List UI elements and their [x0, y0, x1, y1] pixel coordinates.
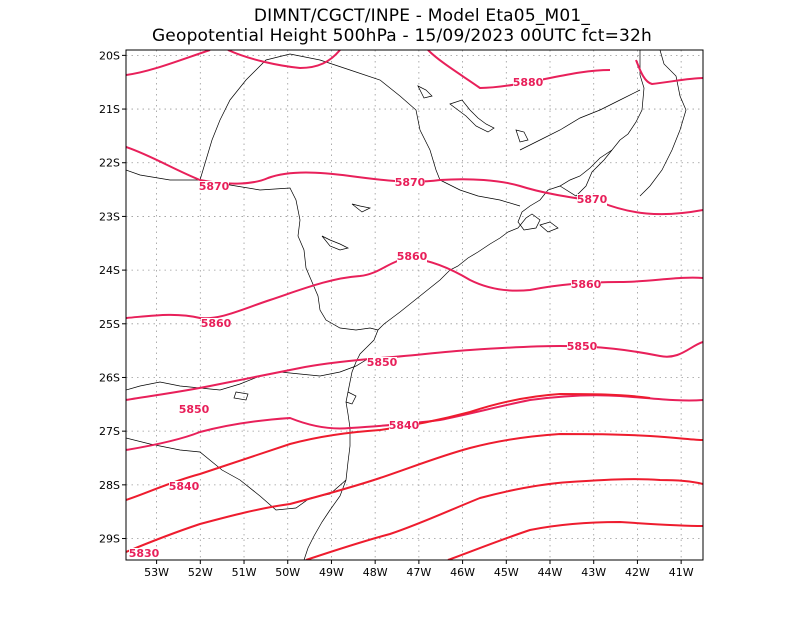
plot-frame — [125, 49, 704, 561]
y-tick-label: 22S — [99, 157, 120, 170]
contour-label: 5880 — [513, 76, 544, 89]
x-tick-label: 44W — [538, 566, 563, 579]
state-border — [559, 149, 613, 197]
x-tick-label: 41W — [669, 566, 694, 579]
contour-label-bg — [513, 77, 543, 89]
contour-label: 5860 — [571, 278, 602, 291]
x-tick-label: 50W — [275, 566, 300, 579]
contour-label: 5830 — [129, 547, 160, 560]
contour-label: 5860 — [397, 250, 428, 263]
island — [539, 221, 559, 233]
contour-5840 — [126, 392, 651, 501]
plot-area — [126, 50, 703, 560]
contour-5830 — [126, 432, 703, 553]
contour-label: 5840 — [169, 480, 200, 493]
contour-label-bg — [201, 318, 231, 330]
x-tick-label: 46W — [450, 566, 475, 579]
y-tick-label: 23S — [99, 210, 120, 223]
contour-label-bg — [199, 181, 229, 193]
contour-label: 5860 — [201, 317, 232, 330]
state-border — [126, 359, 367, 391]
contour-5880 — [126, 50, 211, 76]
contour-label: 5870 — [199, 180, 230, 193]
contour-label: 5850 — [179, 403, 210, 416]
contour-5880 — [427, 50, 611, 90]
x-tick-label: 49W — [319, 566, 344, 579]
contour-label-bg — [169, 481, 199, 493]
contour-label-bg — [129, 548, 159, 560]
y-tick-label: 20S — [99, 49, 120, 62]
contour-label-bg — [577, 194, 607, 206]
contour-label: 5840 — [389, 419, 420, 432]
contour-label-bg — [367, 357, 397, 369]
contour-5880 — [635, 59, 703, 86]
contour-label-bg — [571, 279, 601, 291]
contour-5830 — [447, 520, 703, 560]
state-border — [639, 50, 687, 197]
contour-5850 — [126, 341, 703, 401]
x-tick-label: 52W — [188, 566, 213, 579]
state-border — [439, 179, 521, 207]
y-tick-label: 26S — [99, 371, 120, 384]
lake — [351, 203, 372, 213]
title-line-2: Geopotential Height 500hPa - 15/09/2023 … — [151, 26, 653, 46]
x-tick-label: 53W — [144, 566, 169, 579]
lake — [321, 235, 350, 251]
x-tick-label: 43W — [581, 566, 606, 579]
contour-label: 5850 — [367, 356, 398, 369]
y-tick-label: 21S — [99, 103, 120, 116]
x-tick-label: 47W — [406, 566, 431, 579]
title-line-1: DIMNT/CGCT/INPE - Model Eta05_M01_ — [253, 6, 591, 26]
x-axis: 53W 52W 51W 50W 49W 48W 47W 46W 45W 44W 43W 42W 41W — [144, 560, 694, 579]
grid-lines — [126, 50, 703, 560]
contour-label: 5850 — [567, 340, 598, 353]
y-tick-label: 28S — [99, 479, 120, 492]
lake — [449, 99, 495, 133]
contour-label-bg — [179, 404, 209, 416]
x-tick-label: 45W — [494, 566, 519, 579]
contour-label-bg — [397, 251, 427, 263]
x-tick-label: 42W — [625, 566, 650, 579]
x-tick-label: 48W — [363, 566, 388, 579]
contour-5830 — [305, 478, 703, 560]
x-tick-label: 51W — [232, 566, 257, 579]
y-tick-label: 25S — [99, 318, 120, 331]
y-tick-label: 29S — [99, 533, 120, 546]
y-axis: 20S 21S 22S 23S 24S 25S 26S 27S 28S 29S — [99, 49, 126, 546]
bay-detail — [345, 391, 357, 405]
contour-5880 — [227, 50, 341, 70]
state-border — [519, 89, 641, 151]
y-tick-label: 24S — [99, 264, 120, 277]
y-tick-label: 27S — [99, 425, 120, 438]
lake — [233, 391, 249, 401]
contour-label-bg — [567, 341, 597, 353]
contour-label-bg — [395, 177, 425, 189]
contour-label-bg — [389, 420, 419, 432]
state-border — [199, 53, 441, 181]
contour-label: 5870 — [395, 176, 426, 189]
contour-labels: 5880 5870 5870 5870 5860 5860 5860 5850 5850 5850… — [129, 76, 608, 560]
coastline — [303, 50, 645, 560]
lake — [417, 85, 433, 99]
contour-label: 5870 — [577, 193, 608, 206]
lake — [515, 129, 529, 143]
